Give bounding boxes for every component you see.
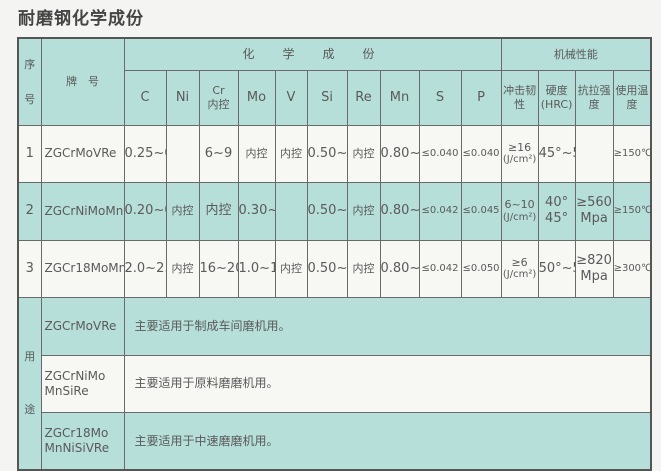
chem-col-header: V	[274, 69, 308, 126]
cell-no: 2	[17, 181, 42, 241]
table-row: 1ZGCrMoVRe0.25~0.356~9内控内控0.50~0.80内控0.8…	[17, 124, 652, 183]
table-row: 2ZGCrNiMoMnSiRe0.20~0.30内控内控0.30~0.800.5…	[17, 181, 652, 241]
cell-S: ≤0.042	[418, 239, 462, 298]
cell-P: ≤0.045	[460, 181, 502, 241]
cell-V: 内控	[274, 239, 308, 298]
cell-Cr: 16~20	[198, 239, 239, 298]
cell-temp: ≥150℃	[612, 181, 652, 241]
cell-tensile: ≥560 Mpa	[574, 181, 614, 241]
cell-hardness: 50°~55°	[537, 239, 576, 298]
cell-grade: ZGCrMoVRe	[40, 124, 125, 183]
cell-impact: 6~10 (J/cm²)	[500, 181, 539, 241]
mech-col-header: 使用温度	[612, 69, 652, 126]
cell-tensile: ≥820 Mpa	[574, 239, 614, 298]
impact-unit: (J/cm²)	[502, 269, 537, 281]
impact-value: ≥6	[511, 255, 528, 269]
mech-col-header: 硬度(HRC)	[537, 69, 576, 126]
cell-Mn: 0.80~1.20	[379, 181, 420, 241]
cell-Re: 内控	[346, 181, 381, 241]
cell-Mo: 0.30~0.80	[237, 181, 276, 241]
chem-header: 化 学 成 份	[123, 37, 502, 71]
mech-header: 机械性能	[500, 37, 652, 71]
cell-hardness: 40° 45°	[537, 181, 576, 241]
cell-P: ≤0.050	[460, 239, 502, 298]
cell-C: 0.25~0.35	[123, 124, 167, 183]
table-row: 3ZGCr18MoMnNiSiVRe2.0~2.50内控16~201.0~1.5…	[17, 239, 652, 298]
cell-Ni: 内控	[165, 239, 200, 298]
cell-Mn: 0.80~1.20	[379, 124, 420, 183]
cell-V	[274, 181, 308, 241]
usage-row: ZGCrNiMo MnSiRe 主要适用于原料磨磨机用。	[18, 354, 652, 413]
cell-tensile	[574, 124, 614, 183]
usage-grade: ZGCr18Mo MnNiSiVRe	[40, 411, 125, 471]
cell-S: ≤0.040	[418, 124, 462, 183]
cell-Mo: 内控	[237, 124, 276, 183]
chem-col-header: S	[418, 69, 462, 126]
cell-Ni: 内控	[165, 181, 200, 241]
chem-col-header: Mo	[237, 69, 276, 126]
mech-col-header: 抗拉强度	[574, 69, 614, 126]
cell-temp: ≥150℃	[612, 124, 652, 183]
cell-S: ≤0.042	[418, 181, 462, 241]
chem-col-header: P	[460, 69, 502, 126]
cell-Si: 0.50~0.80	[306, 239, 348, 298]
cell-C: 2.0~2.50	[123, 239, 167, 298]
cell-no: 1	[17, 124, 42, 183]
usage-row: 用途 ZGCrMoVRe 主要适用于制成车间磨机用。	[17, 296, 652, 471]
cell-temp: ≥300℃	[612, 239, 652, 298]
chem-col-header: Si	[306, 69, 348, 126]
cell-P: ≤0.040	[460, 124, 502, 183]
usage-grade: ZGCrMoVRe	[40, 296, 125, 356]
usage-label: 用途	[17, 296, 42, 471]
cell-Cr: 内控	[198, 181, 239, 241]
usage-row: ZGCr18Mo MnNiSiVRe 主要适用于中速磨磨机用。	[18, 411, 652, 471]
page-title: 耐磨钢化学成份	[18, 9, 144, 29]
cell-Re: 内控	[346, 239, 381, 298]
usage-grade: ZGCrNiMo MnSiRe	[40, 354, 125, 413]
composition-table: 序号 牌 号 化 学 成 份 机械性能 C Ni Cr 内控 Mo V Si Re Mn S P 冲…	[17, 37, 653, 471]
chem-col-header: C	[123, 69, 167, 126]
cell-Si: 0.50~1.0	[306, 181, 348, 241]
chem-col-header: Ni	[165, 69, 200, 126]
impact-unit: (J/cm²)	[502, 154, 537, 166]
cell-V: 内控	[274, 124, 308, 183]
seq-header: 序号	[17, 37, 42, 126]
mech-col-header: 冲击韧性	[500, 69, 539, 126]
cell-Mn: 0.80~1.20	[379, 239, 420, 298]
impact-value: ≥16	[507, 140, 532, 154]
chem-col-header: Mn	[379, 69, 420, 126]
grade-header: 牌 号	[40, 37, 125, 126]
impact-value: 6~10	[504, 198, 535, 212]
cell-Si: 0.50~0.80	[306, 124, 348, 183]
cell-C: 0.20~0.30	[123, 181, 167, 241]
impact-unit: (J/cm²)	[502, 211, 537, 223]
usage-text: 主要适用于原料磨磨机用。	[123, 354, 652, 413]
cell-impact: ≥6 (J/cm²)	[500, 239, 539, 298]
cell-Mo: 1.0~1.50	[237, 239, 276, 298]
chem-col-header: Cr 内控	[198, 69, 239, 126]
chem-col-header: Re	[346, 69, 381, 126]
cell-Re: 内控	[346, 124, 381, 183]
cell-no: 3	[17, 239, 42, 298]
cell-Cr: 6~9	[198, 124, 239, 183]
cell-impact: ≥16 (J/cm²)	[500, 124, 539, 183]
cell-hardness: 45°~50°	[537, 124, 576, 183]
usage-text: 主要适用于制成车间磨机用。	[123, 296, 652, 356]
cell-Ni	[165, 124, 200, 183]
usage-text: 主要适用于中速磨磨机用。	[123, 411, 652, 471]
